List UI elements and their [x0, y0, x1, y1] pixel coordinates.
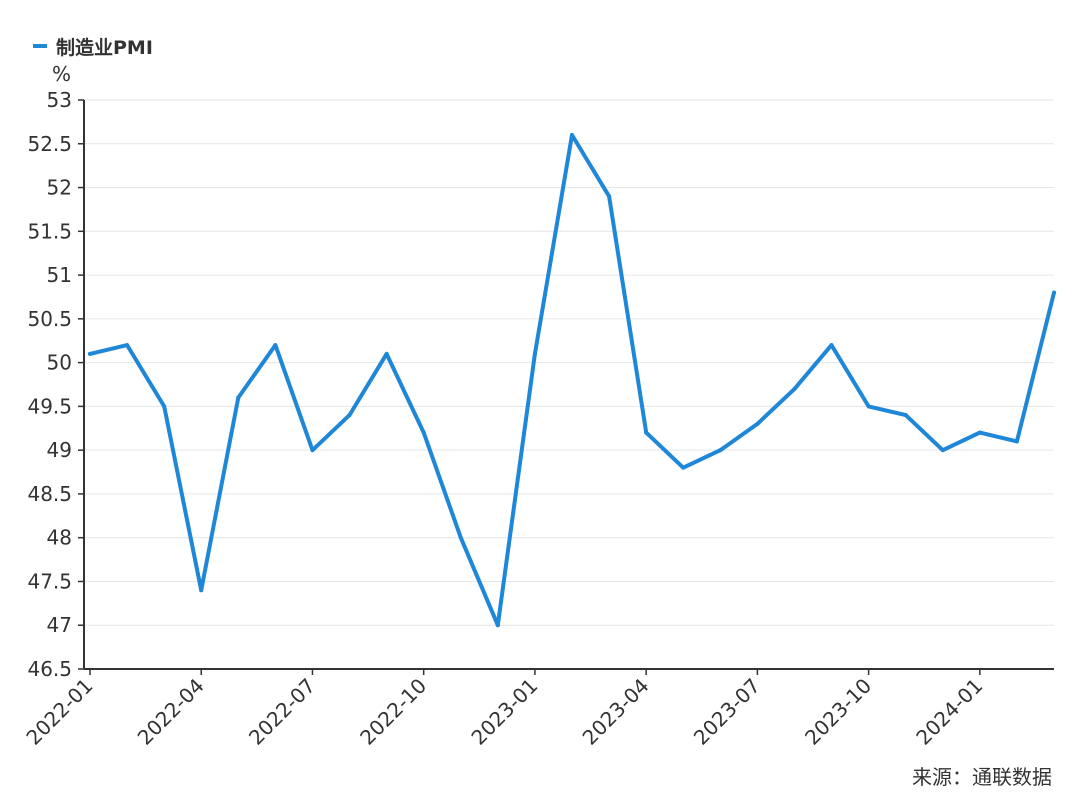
- data-point: [940, 448, 945, 453]
- x-tick-label: 2022-01: [21, 674, 97, 750]
- data-point: [718, 448, 723, 453]
- x-tick-label: 2022-10: [355, 674, 431, 750]
- x-tick-label: 2023-10: [800, 674, 876, 750]
- data-point: [495, 623, 500, 628]
- y-axis-ticks: 46.5 47 47.5 48 48.5 49 49.5 50 50.5 51 51.5 52 52.5…: [27, 88, 84, 681]
- data-point: [644, 430, 649, 435]
- data-point: [866, 404, 871, 409]
- data-point: [458, 535, 463, 540]
- y-tick-label: 46.5: [27, 657, 72, 681]
- data-point: [125, 343, 130, 348]
- series-group: [88, 133, 1056, 628]
- data-point: [829, 343, 834, 348]
- x-tick-label: 2024-01: [911, 674, 987, 750]
- x-tick-label: 2023-01: [466, 674, 542, 750]
- y-tick-label: 49.5: [27, 394, 72, 418]
- data-point: [1052, 290, 1056, 295]
- legend-label: 制造业PMI: [56, 36, 153, 59]
- y-tick-label: 48.5: [27, 482, 72, 506]
- x-tick-label: 2022-04: [133, 674, 209, 750]
- data-point: [310, 448, 315, 453]
- data-point: [681, 465, 686, 470]
- data-point: [162, 404, 167, 409]
- data-point: [199, 588, 204, 593]
- y-tick-label: 47: [47, 613, 72, 637]
- y-tick-label: 51: [47, 263, 72, 287]
- legend-swatch: [33, 44, 47, 48]
- data-point: [977, 430, 982, 435]
- y-tick-label: 50.5: [27, 307, 72, 331]
- gridlines: [84, 99, 1054, 626]
- data-point: [792, 386, 797, 391]
- x-axis-ticks: 2022-01 2022-04 2022-07 2022-10 2023-01 2023-…: [21, 669, 987, 750]
- data-point: [755, 421, 760, 426]
- data-point: [607, 194, 612, 199]
- data-point: [236, 395, 241, 400]
- axes: [83, 100, 1054, 670]
- y-tick-label: 47.5: [27, 569, 72, 593]
- y-tick-label: 49: [47, 438, 72, 462]
- y-axis-unit: %: [52, 62, 71, 86]
- y-tick-label: 48: [47, 526, 72, 550]
- data-point: [273, 343, 278, 348]
- data-point: [88, 351, 92, 356]
- y-tick-label: 52: [47, 176, 72, 200]
- source-note: 来源：通联数据: [912, 765, 1052, 789]
- data-point: [570, 133, 574, 138]
- data-point: [384, 351, 389, 356]
- data-point: [421, 430, 426, 435]
- legend: 制造业PMI: [33, 36, 153, 59]
- x-tick-label: 2023-07: [689, 674, 765, 750]
- data-point: [903, 413, 908, 418]
- x-tick-label: 2023-04: [578, 674, 654, 750]
- y-tick-label: 51.5: [27, 219, 72, 243]
- series-line-pmi: [88, 133, 1056, 628]
- y-tick-label: 53: [47, 88, 72, 112]
- data-point: [347, 413, 352, 418]
- y-tick-label: 50: [47, 351, 72, 375]
- x-tick-label: 2022-07: [244, 674, 320, 750]
- y-tick-label: 52.5: [27, 132, 72, 156]
- data-point: [1014, 439, 1019, 444]
- data-point: [532, 351, 537, 356]
